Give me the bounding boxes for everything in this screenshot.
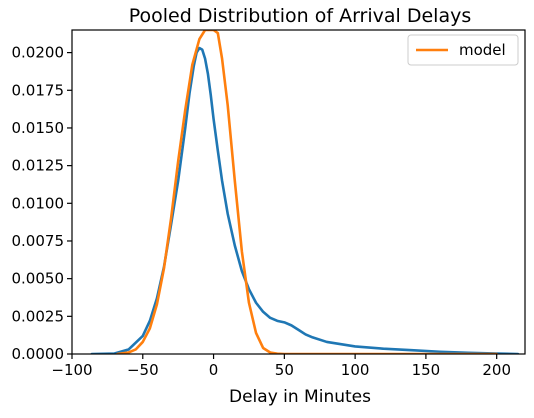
legend-label-model: model: [459, 41, 506, 59]
y-tick-label: 0.0200: [12, 44, 65, 62]
x-tick-label: 50: [275, 361, 294, 379]
x-tick-label: −50: [127, 361, 159, 379]
y-tick-label: 0.0175: [12, 81, 65, 99]
y-axis-ticks: 0.0000 0.0025 0.0050 0.0075 0.0100 0.0125 0.01…: [12, 44, 72, 363]
x-tick-label: 200: [482, 361, 511, 379]
plot-frame: [71, 29, 526, 355]
y-tick-label: 0.0075: [12, 232, 65, 250]
x-tick-label: 100: [341, 361, 370, 379]
x-tick-label: −100: [51, 361, 92, 379]
legend: model: [407, 34, 519, 66]
x-tick-label: 0: [209, 361, 219, 379]
series-layer: [90, 30, 520, 354]
x-axis-label: Delay in Minutes: [229, 387, 371, 407]
x-axis-ticks: −100 −50 0 50 100 150 200: [51, 354, 511, 379]
x-tick-label: 150: [412, 361, 441, 379]
y-tick-label: 0.0050: [12, 270, 65, 288]
y-tick-label: 0.0000: [12, 345, 65, 363]
y-tick-label: 0.0100: [12, 194, 65, 212]
y-tick-label: 0.0150: [12, 119, 65, 137]
y-tick-label: 0.0125: [12, 157, 65, 175]
legend-frame: [407, 34, 519, 66]
model-density-line: [116, 30, 498, 354]
chart-title: Pooled Distribution of Arrival Delays: [129, 5, 472, 27]
y-tick-label: 0.0025: [12, 307, 65, 325]
